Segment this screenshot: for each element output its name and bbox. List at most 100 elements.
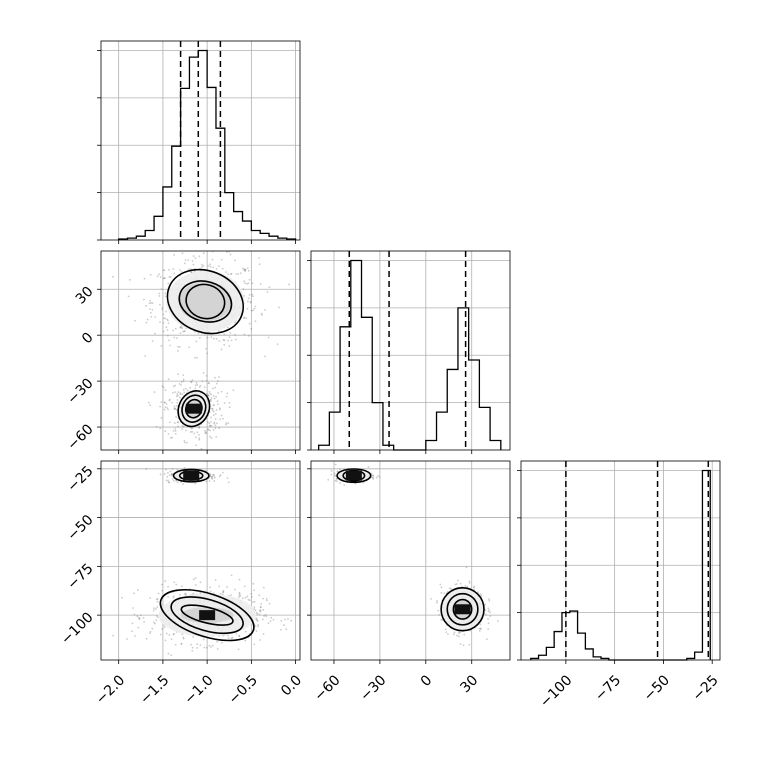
sample-point xyxy=(159,405,162,408)
x-tick-label: −1.5 xyxy=(137,672,172,707)
sample-point xyxy=(218,340,221,343)
sample-point xyxy=(183,262,186,265)
x-tick-label: −0.5 xyxy=(226,672,261,707)
sample-point xyxy=(336,480,338,483)
sample-point xyxy=(164,389,167,392)
panel-frame xyxy=(100,250,301,451)
sample-point xyxy=(226,477,229,480)
sample-point xyxy=(435,601,438,604)
sample-point xyxy=(232,389,235,392)
sample-point xyxy=(166,407,169,409)
sample-point xyxy=(372,476,374,479)
x-tick-label: −100 xyxy=(537,672,576,711)
sample-point xyxy=(458,635,460,638)
density-core xyxy=(178,281,232,322)
sample-point xyxy=(217,265,220,267)
sample-point xyxy=(220,414,223,417)
sample-point xyxy=(276,343,279,346)
sample-point xyxy=(152,609,155,612)
sample-point xyxy=(248,278,251,281)
sample-point xyxy=(191,260,194,262)
sample-point xyxy=(450,587,452,590)
sample-point xyxy=(153,391,156,393)
sample-point xyxy=(487,622,490,625)
sample-point xyxy=(145,637,148,640)
sample-point xyxy=(246,282,248,285)
sample-point xyxy=(247,282,250,285)
density-layer xyxy=(101,251,499,657)
sample-point xyxy=(252,295,254,298)
sample-point xyxy=(214,412,217,415)
sample-point xyxy=(214,386,217,389)
sample-point xyxy=(182,483,185,485)
sample-point xyxy=(165,326,168,329)
sample-point xyxy=(164,317,167,320)
sample-point xyxy=(164,406,167,409)
sample-point xyxy=(214,424,217,427)
sample-point xyxy=(336,470,339,473)
sample-point xyxy=(168,634,171,636)
sample-point xyxy=(165,468,167,471)
x-tick-label: 0.0 xyxy=(278,672,305,699)
sample-point xyxy=(202,264,205,267)
sample-point xyxy=(137,616,140,619)
sample-point xyxy=(209,473,212,476)
sample-point xyxy=(480,628,482,630)
sample-point xyxy=(211,477,214,480)
sample-point xyxy=(168,268,170,271)
sample-point xyxy=(177,421,180,424)
sample-point xyxy=(182,374,185,377)
sample-point xyxy=(217,380,219,383)
sample-point xyxy=(178,345,181,348)
sample-point xyxy=(362,481,365,484)
sample-point xyxy=(156,600,159,603)
sample-point xyxy=(230,594,232,596)
sample-point xyxy=(216,647,219,650)
contour-level xyxy=(177,390,211,428)
histogram-3 xyxy=(530,469,711,661)
sample-point xyxy=(183,391,186,394)
sample-point xyxy=(193,432,196,435)
sample-point xyxy=(327,478,330,481)
sample-point xyxy=(464,585,467,587)
sample-point xyxy=(174,391,176,394)
panel-frame xyxy=(310,250,511,451)
sample-point xyxy=(190,381,193,384)
sample-point xyxy=(225,395,228,398)
sample-point xyxy=(210,393,213,396)
sample-point xyxy=(173,632,175,635)
sample-point xyxy=(175,480,178,482)
sample-point xyxy=(174,427,177,430)
sample-point xyxy=(179,396,181,399)
sample-point xyxy=(212,414,215,417)
sample-point xyxy=(254,305,257,308)
sample-point xyxy=(243,585,246,588)
sample-point xyxy=(199,644,202,646)
sample-point xyxy=(440,592,443,594)
sample-point xyxy=(134,319,137,322)
sample-point xyxy=(212,387,214,390)
sample-point xyxy=(207,394,210,397)
sample-point xyxy=(258,257,260,259)
sample-point xyxy=(182,637,185,640)
sample-point xyxy=(335,478,338,480)
sample-point xyxy=(161,308,164,311)
sample-point xyxy=(162,321,165,324)
sample-point xyxy=(479,593,482,596)
sample-point xyxy=(198,426,201,429)
sample-point xyxy=(164,292,167,295)
sample-point xyxy=(253,601,256,603)
sample-point xyxy=(448,587,451,590)
sample-point xyxy=(290,619,293,622)
sample-point xyxy=(168,339,170,342)
sample-point xyxy=(199,384,202,387)
sample-point xyxy=(378,476,381,478)
sample-point xyxy=(160,288,163,291)
sample-point xyxy=(190,451,192,453)
sample-point xyxy=(225,271,227,274)
sample-point xyxy=(250,596,253,598)
sample-point xyxy=(445,631,448,634)
sample-point xyxy=(477,591,479,594)
sample-point xyxy=(226,392,229,395)
sample-point xyxy=(169,275,172,278)
